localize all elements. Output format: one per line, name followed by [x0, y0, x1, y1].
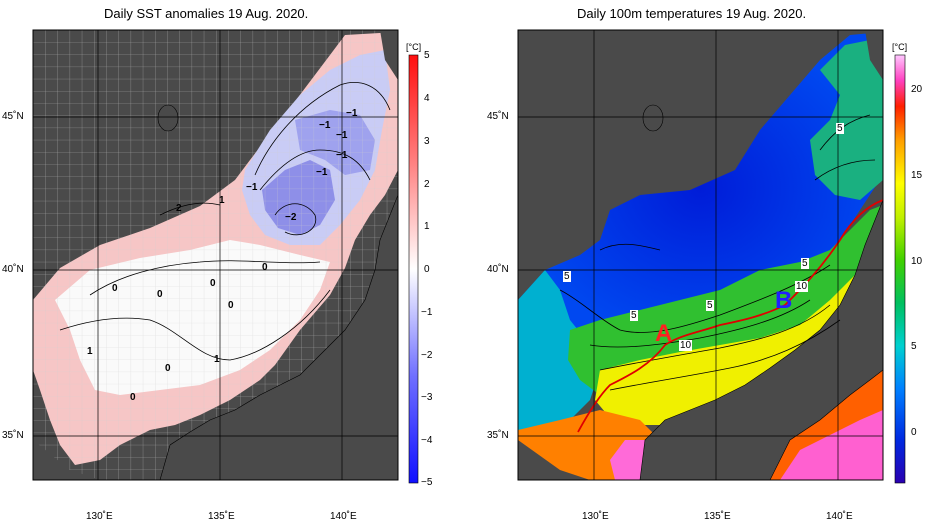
left-lon-130: 130˚E: [86, 511, 113, 522]
right-colorbar-unit: [°C]: [892, 42, 908, 52]
left-colorbar-gradient: [408, 54, 419, 484]
left-contour-label: −1: [336, 130, 348, 141]
right-lat-35: 35˚N: [487, 430, 509, 441]
left-sakhalin: [380, 30, 398, 80]
right-japan-honshu: [639, 199, 883, 480]
right-lon-140: 140˚E: [826, 511, 853, 522]
section-marker-B: B: [775, 287, 793, 314]
right-cb-tick-15: 15: [911, 170, 923, 181]
left-colorbar-unit: [°C]: [406, 42, 422, 52]
right-sakhalin: [865, 30, 883, 80]
left-lat-40: 40˚N: [2, 264, 24, 275]
right-map: [518, 30, 883, 480]
left-contour-label: 0: [228, 300, 234, 311]
section-marker-A: A: [655, 320, 673, 347]
left-korea: [33, 440, 100, 480]
right-contour-label: 5: [563, 271, 571, 282]
left-contour-label: −1: [319, 120, 331, 131]
left-cb-tick-3: 3: [424, 136, 430, 147]
right-sea-south-green: [568, 205, 883, 400]
section-line-A-B: [577, 199, 883, 433]
right-map-title: Daily 100m temperatures 19 Aug. 2020.: [577, 6, 807, 21]
left-contour-label: 0: [130, 392, 136, 403]
right-cb-tick-20: 20: [911, 84, 923, 95]
right-contour-label: 10: [679, 340, 693, 351]
right-contour-label: 5: [801, 258, 809, 269]
left-cb-tick-5: 5: [424, 50, 430, 61]
left-contour-label: 0: [157, 289, 163, 300]
right-contour-label: 5: [630, 310, 638, 321]
left-sst-contours: [59, 82, 391, 361]
left-contour-label: 0: [210, 278, 216, 289]
right-cb-tick-0: 0: [911, 427, 917, 438]
right-lat-45: 45˚N: [487, 111, 509, 122]
left-contour-label: −1: [316, 167, 328, 178]
left-lon-135: 135˚E: [208, 511, 235, 522]
right-korea: [518, 440, 590, 480]
right-sea-north-green: [810, 40, 883, 200]
left-cb-tick-2: 2: [424, 179, 430, 190]
left-contour-label: −1: [346, 108, 358, 119]
left-contour-label: 1: [219, 195, 225, 206]
left-lat-35: 35˚N: [2, 430, 24, 441]
right-graticule: [518, 30, 883, 480]
right-island: [642, 104, 664, 132]
right-colorbar-gradient: [894, 54, 906, 484]
left-cb-tick-m5: −5: [421, 477, 433, 488]
right-map-frame: [517, 29, 884, 481]
right-contour-label: 5: [706, 300, 714, 311]
right-cb-tick-5: 5: [911, 341, 917, 352]
left-contour-label: −2: [285, 212, 297, 223]
right-lon-130: 130˚E: [582, 511, 609, 522]
right-contour-label: 10: [795, 281, 809, 292]
left-cb-tick-1: 1: [424, 221, 430, 232]
left-contour-label: 2: [176, 203, 182, 214]
right-colorbar: [894, 54, 906, 484]
left-graticule: [33, 30, 398, 480]
left-contour-label: −1: [246, 182, 258, 193]
left-map: [33, 30, 398, 480]
right-sea-coast-cyan: [518, 270, 600, 430]
right-sea-hot-east: [780, 410, 883, 480]
left-contour-label: 0: [112, 283, 118, 294]
right-lon-135: 135˚E: [704, 511, 731, 522]
left-contour-label: −1: [336, 150, 348, 161]
left-map-title: Daily SST anomalies 19 Aug. 2020.: [104, 6, 309, 21]
left-japan-honshu: [159, 194, 398, 480]
left-cb-tick-0: 0: [424, 264, 430, 275]
left-contour-label: 0: [262, 262, 268, 273]
left-cb-tick-m2: −2: [421, 350, 433, 361]
left-lat-45: 45˚N: [2, 111, 24, 122]
right-cb-tick-10: 10: [911, 256, 923, 267]
left-contour-label: 0: [165, 363, 171, 374]
left-cb-tick-m1: −1: [421, 307, 433, 318]
left-lon-140: 140˚E: [330, 511, 357, 522]
left-island: [157, 104, 179, 132]
left-contour-label: 1: [214, 354, 220, 365]
left-cb-tick-4: 4: [424, 93, 430, 104]
left-cb-tick-m3: −3: [421, 392, 433, 403]
right-lat-40: 40˚N: [487, 264, 509, 275]
left-contour-label: 1: [87, 346, 93, 357]
left-cb-tick-m4: −4: [421, 435, 433, 446]
left-map-frame: [32, 29, 399, 481]
left-colorbar: [408, 54, 419, 484]
right-contour-label: 5: [836, 123, 844, 134]
